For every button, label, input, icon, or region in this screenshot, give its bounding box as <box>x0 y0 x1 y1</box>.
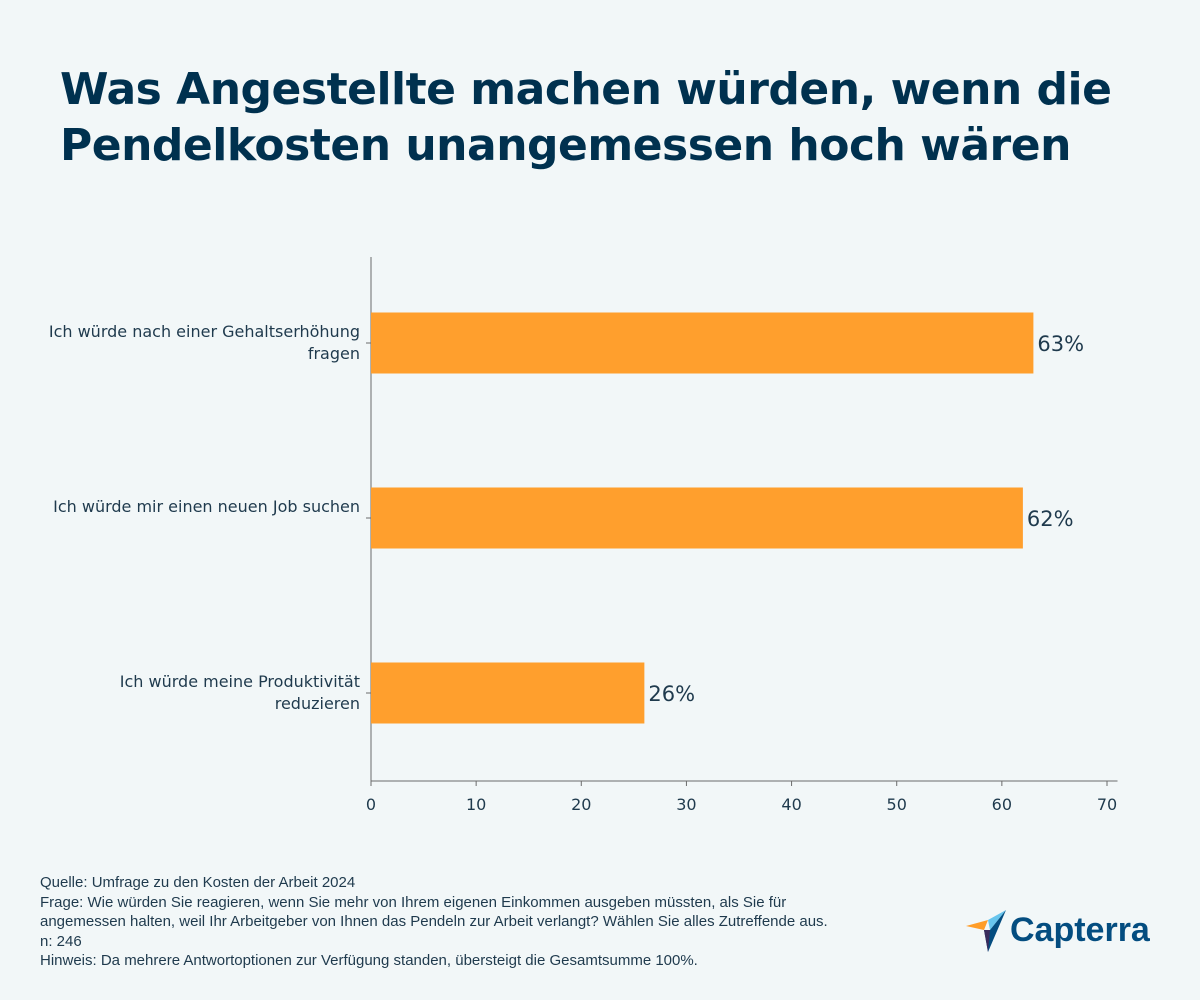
bar-1 <box>371 312 1034 374</box>
logo-text: Capterra <box>1010 910 1150 949</box>
question-note-line1: Frage: Wie würden Sie reagieren, wenn Si… <box>40 893 787 911</box>
data-label: 26% <box>648 682 695 706</box>
category-label: Ich würde mir einen neuen Job suchen <box>53 497 360 516</box>
x-tick-label: 20 <box>571 795 591 814</box>
x-tick-label: 50 <box>887 795 907 814</box>
x-tick-label: 30 <box>676 795 696 814</box>
chart-title: Was Angestellte machen würden, wenn die … <box>60 64 1112 171</box>
x-tick-label: 10 <box>466 795 486 814</box>
source-note: Quelle: Umfrage zu den Kosten der Arbeit… <box>40 874 356 891</box>
sample-size: n: 246 <box>40 932 82 950</box>
x-tick-label: 60 <box>992 795 1012 814</box>
footer-notes: Quelle: Umfrage zu den Kosten der Arbeit… <box>40 873 940 971</box>
bar-3 <box>371 662 645 724</box>
capterra-arrow-icon <box>966 910 1006 952</box>
category-label: Ich würde nach einer Gehaltserhöhung fra… <box>48 322 360 363</box>
bar-2 <box>371 487 1023 549</box>
data-label: 62% <box>1027 507 1074 531</box>
hint-note: Hinweis: Da mehrere Antwortoptionen zur … <box>40 952 698 969</box>
category-label: Ich würde meine Produktivität reduzieren <box>119 672 360 713</box>
question-note-line2: angemessen halten, weil Ihr Arbeitgeber … <box>40 913 828 930</box>
capterra-logo: Capterra <box>966 908 1150 952</box>
data-label: 63% <box>1037 332 1084 356</box>
x-tick-label: 70 <box>1097 795 1117 814</box>
x-tick-label: 40 <box>781 795 801 814</box>
x-tick-label: 0 <box>366 795 376 814</box>
